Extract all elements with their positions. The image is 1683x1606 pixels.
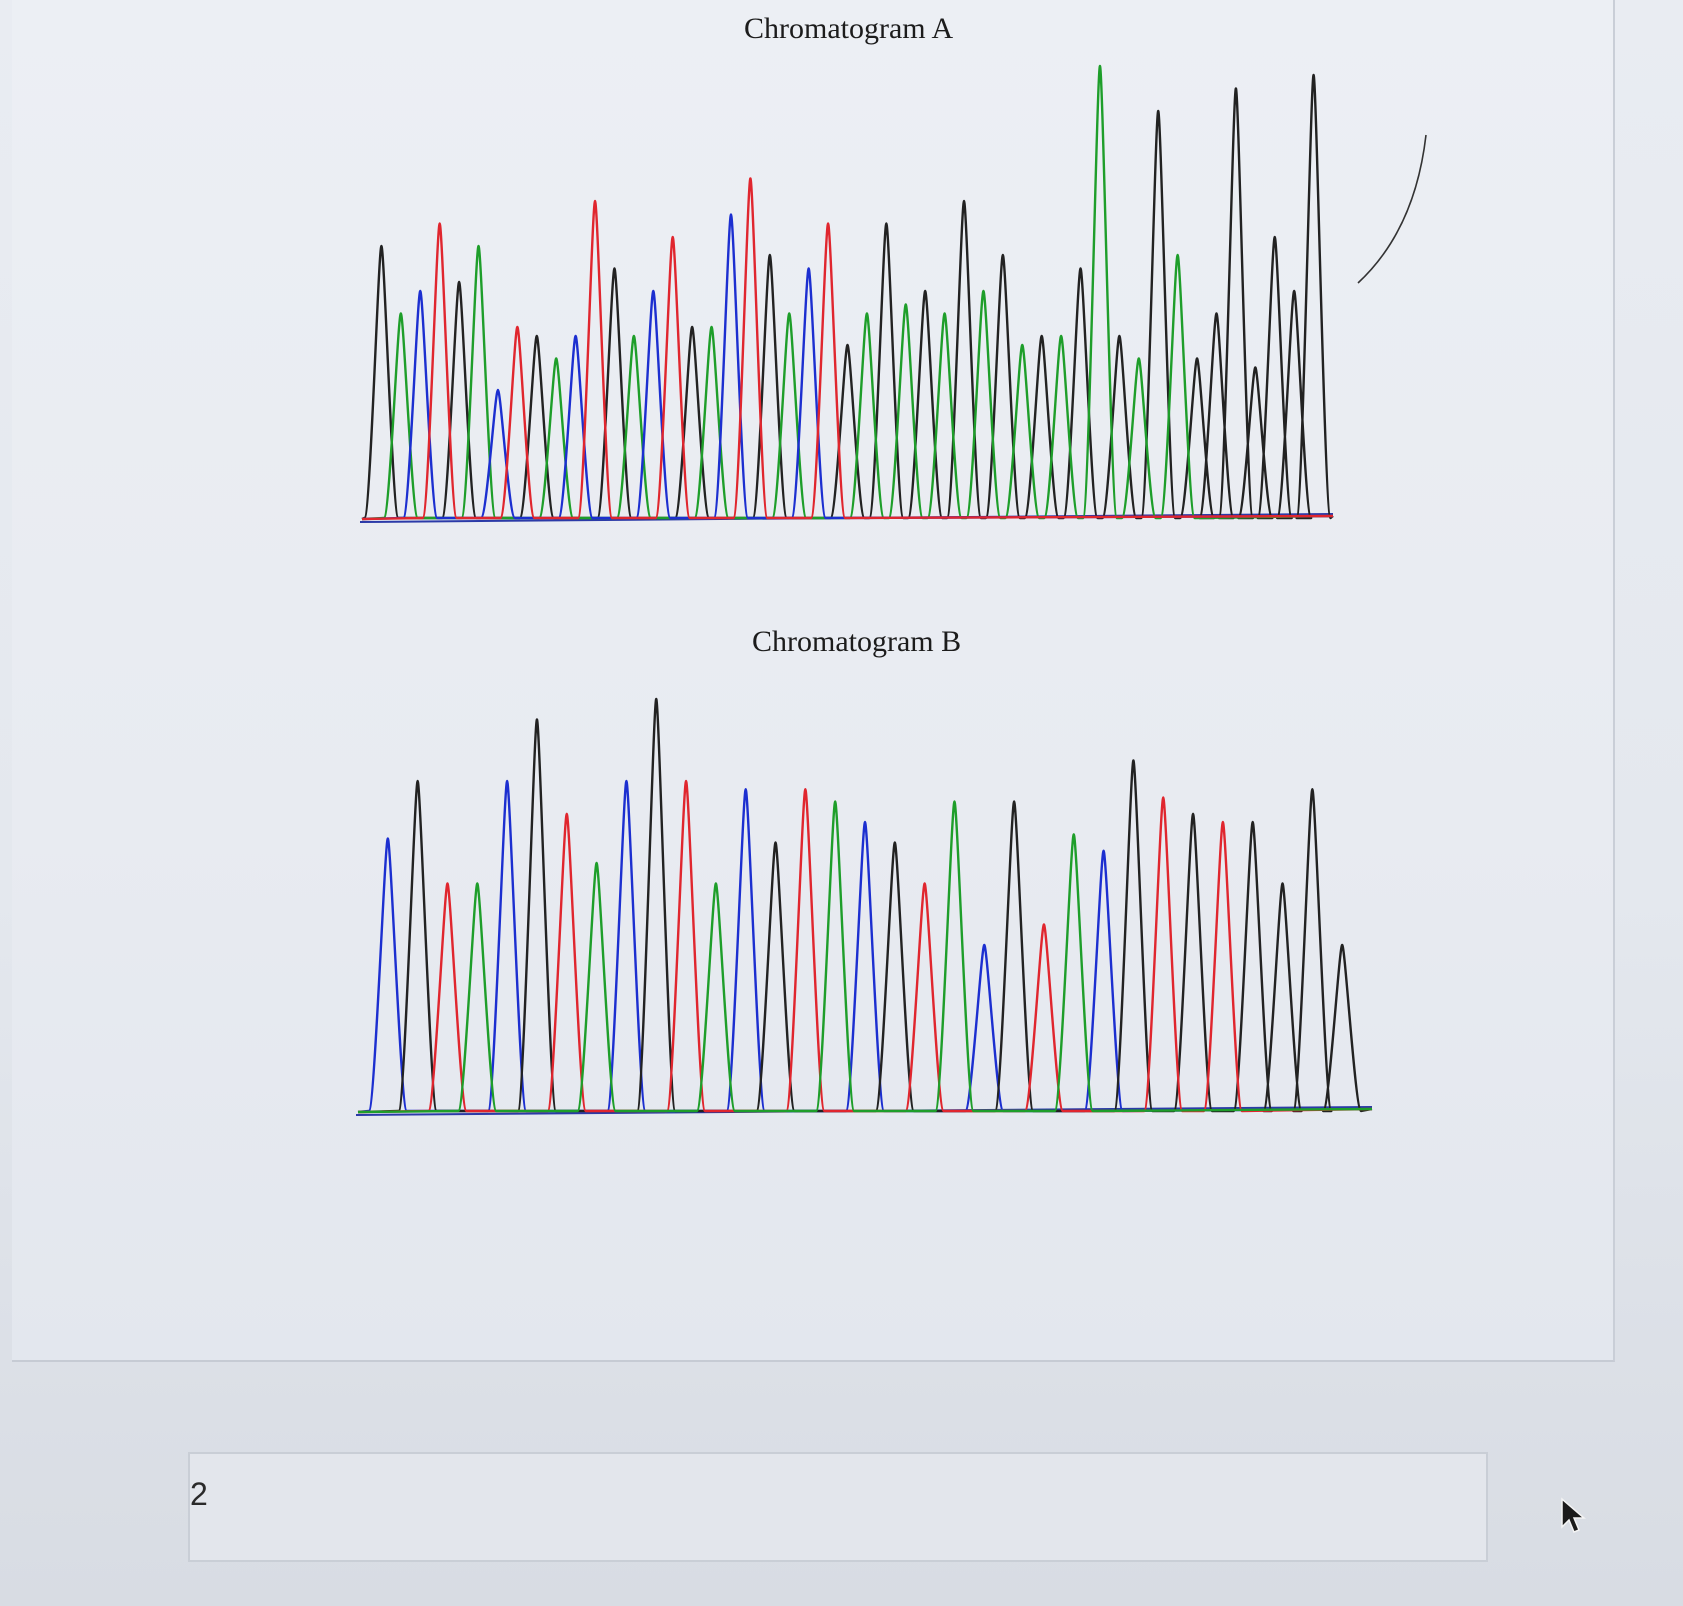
trace-red (357, 779, 1373, 1114)
figure-panel: Chromatogram A Chromatogram B (12, 0, 1615, 1362)
trace-green (357, 800, 1373, 1114)
answer-input[interactable]: 2 (188, 1452, 1488, 1562)
trace-blue (361, 213, 1334, 521)
trace-black (361, 73, 1334, 521)
chromatogram-a-title: Chromatogram A (744, 12, 954, 45)
answer-value: 2 (190, 1476, 208, 1512)
trace-blue (357, 779, 1373, 1114)
trace-red (361, 177, 1334, 521)
trace-green (361, 64, 1334, 521)
trace-black (357, 697, 1373, 1114)
chromatogram-a-plot (359, 64, 1334, 523)
chromatogram-b-plot (355, 697, 1373, 1116)
chromatogram-b-title: Chromatogram B (752, 625, 962, 658)
pen-stroke-mark (1357, 134, 1427, 284)
mouse-pointer-icon (1561, 1497, 1587, 1533)
